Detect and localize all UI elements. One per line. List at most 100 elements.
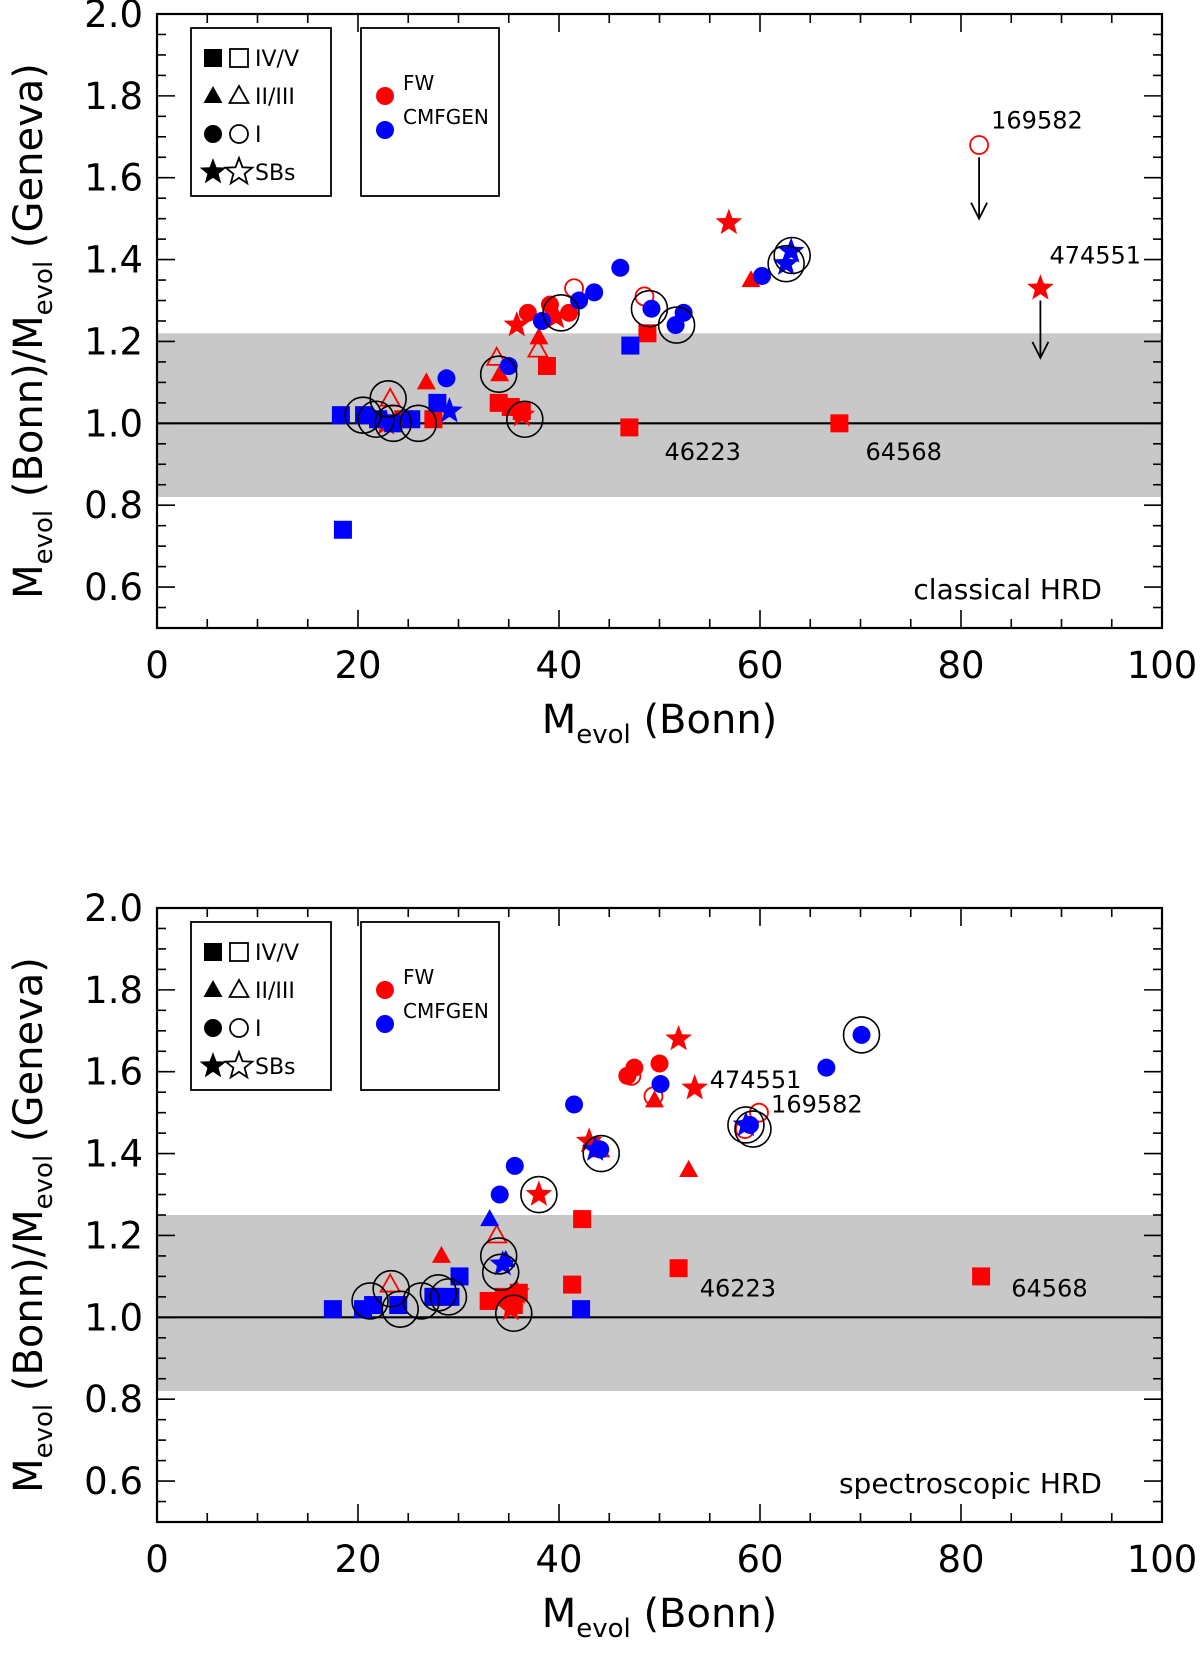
legend-label: CMFGEN bbox=[403, 999, 489, 1023]
legend-methods: FW CMFGEN bbox=[360, 921, 500, 1091]
data-point bbox=[518, 303, 537, 322]
encircled-markers bbox=[344, 236, 811, 443]
data-point bbox=[777, 237, 805, 263]
legend-star-open bbox=[223, 1049, 255, 1080]
star-id-annotation: 46223 bbox=[665, 438, 741, 466]
data-point bbox=[1027, 274, 1054, 300]
legend-circle-filled bbox=[204, 125, 222, 143]
legend-label: SBs bbox=[255, 1055, 296, 1080]
encircle-ring bbox=[429, 1278, 468, 1316]
y-tick-label: 2.0 bbox=[84, 0, 143, 36]
x-tick-label: 60 bbox=[736, 644, 783, 687]
data-point bbox=[479, 1291, 498, 1310]
y-tick-label: 2.0 bbox=[84, 887, 143, 930]
encircle-ring bbox=[357, 400, 395, 439]
legend-box bbox=[360, 921, 500, 1091]
legend-triangle-open bbox=[227, 84, 251, 104]
encircle-ring bbox=[369, 379, 407, 418]
data-point bbox=[499, 357, 518, 376]
y-tick-label: 1.2 bbox=[84, 320, 143, 363]
star-id-annotation: 64568 bbox=[866, 438, 942, 466]
y-tick-label: 1.8 bbox=[84, 969, 143, 1012]
x-tick-label: 40 bbox=[535, 644, 582, 687]
x-tick-label: 60 bbox=[736, 1538, 783, 1581]
x-tick-label: 100 bbox=[1127, 1538, 1198, 1581]
legend-star-filled bbox=[199, 1052, 227, 1078]
legend-label: FW bbox=[403, 965, 435, 989]
legend-label: CMFGEN bbox=[403, 105, 489, 129]
encircle-ring bbox=[381, 1290, 420, 1328]
legend-circle-filled bbox=[204, 1019, 222, 1037]
legend-fw-marker bbox=[376, 87, 394, 105]
data-point bbox=[642, 299, 661, 318]
data-point bbox=[674, 303, 693, 322]
encircle-ring bbox=[506, 400, 544, 439]
y-tick-label: 1.4 bbox=[84, 239, 143, 282]
panel-label: classical HRD bbox=[913, 573, 1102, 606]
data-point bbox=[497, 1295, 525, 1321]
encircle-ring bbox=[481, 1253, 520, 1292]
encircle-ring bbox=[374, 404, 412, 443]
data-point bbox=[650, 1054, 669, 1073]
data-point bbox=[505, 1156, 524, 1175]
y-tick-label: 0.8 bbox=[84, 1378, 143, 1421]
star-id-annotation: 474551 bbox=[710, 1066, 802, 1094]
data-point bbox=[323, 1300, 342, 1319]
encircle-ring bbox=[582, 1134, 621, 1173]
y-tick-label: 1.2 bbox=[84, 1214, 143, 1257]
data-point bbox=[436, 397, 463, 423]
data-point bbox=[508, 401, 536, 427]
data-point bbox=[852, 1025, 871, 1044]
chart-panel-2: 0 20 40 60 80 100 0.6 0.8 1.0 1.2 1.4 1.6 1.8 2.0 Mevo… bbox=[6, 887, 1197, 1644]
legend-circle-open bbox=[229, 124, 249, 144]
data-point bbox=[570, 291, 589, 310]
arrow-head bbox=[1031, 341, 1050, 360]
legend-cmfgen-marker bbox=[376, 1015, 394, 1033]
x-tick-label: 80 bbox=[937, 1538, 984, 1581]
encircle-ring bbox=[479, 355, 518, 394]
x-tick-label: 20 bbox=[334, 1538, 381, 1581]
encircle-ring bbox=[494, 1294, 533, 1333]
legend-square-open bbox=[229, 48, 249, 68]
legend-methods: FW CMFGEN bbox=[360, 27, 500, 197]
encircle-ring bbox=[520, 1175, 558, 1214]
data-point bbox=[416, 372, 436, 390]
data-point bbox=[681, 1074, 708, 1100]
x-tick-label: 0 bbox=[145, 1538, 169, 1581]
x-tick-label: 100 bbox=[1127, 644, 1198, 687]
data-point bbox=[621, 336, 640, 355]
star-id-annotation: 169582 bbox=[991, 106, 1083, 134]
legend-cmfgen-marker bbox=[376, 121, 394, 139]
encircle-ring bbox=[773, 236, 811, 275]
encircle-ring bbox=[727, 1106, 765, 1144]
data-point bbox=[715, 208, 743, 235]
legend-shapes: IV/V II/III I SBs bbox=[190, 27, 332, 197]
uncertainty-band bbox=[157, 333, 1162, 498]
data-point bbox=[565, 1095, 584, 1114]
data-point bbox=[490, 364, 510, 382]
data-point bbox=[437, 369, 456, 388]
data-point bbox=[331, 406, 350, 425]
y-axis-title: Mevol (Bonn)/Mevol (Geneva) bbox=[6, 63, 59, 599]
encircle-ring bbox=[351, 1282, 389, 1320]
data-point bbox=[732, 1110, 760, 1137]
data-point bbox=[969, 135, 989, 155]
legend-box bbox=[360, 27, 500, 197]
y-tick-label: 1.4 bbox=[84, 1133, 143, 1176]
data-point bbox=[611, 258, 630, 277]
legend-label: FW bbox=[403, 71, 435, 95]
data-point bbox=[529, 327, 549, 345]
legend-square-filled bbox=[204, 943, 222, 961]
data-point bbox=[669, 1259, 688, 1278]
encircled-markers bbox=[351, 1016, 881, 1333]
data-point bbox=[379, 1272, 402, 1293]
legend-triangle-filled bbox=[203, 980, 223, 997]
encircle-ring bbox=[542, 294, 580, 332]
encircle-ring bbox=[842, 1016, 881, 1054]
data-point bbox=[679, 1159, 699, 1177]
legend-square-filled bbox=[204, 49, 222, 67]
legend-shapes: IV/V II/III I SBs bbox=[190, 921, 332, 1091]
series-cmfgen bbox=[331, 237, 805, 539]
y-tick-label: 1.6 bbox=[84, 1051, 143, 1094]
